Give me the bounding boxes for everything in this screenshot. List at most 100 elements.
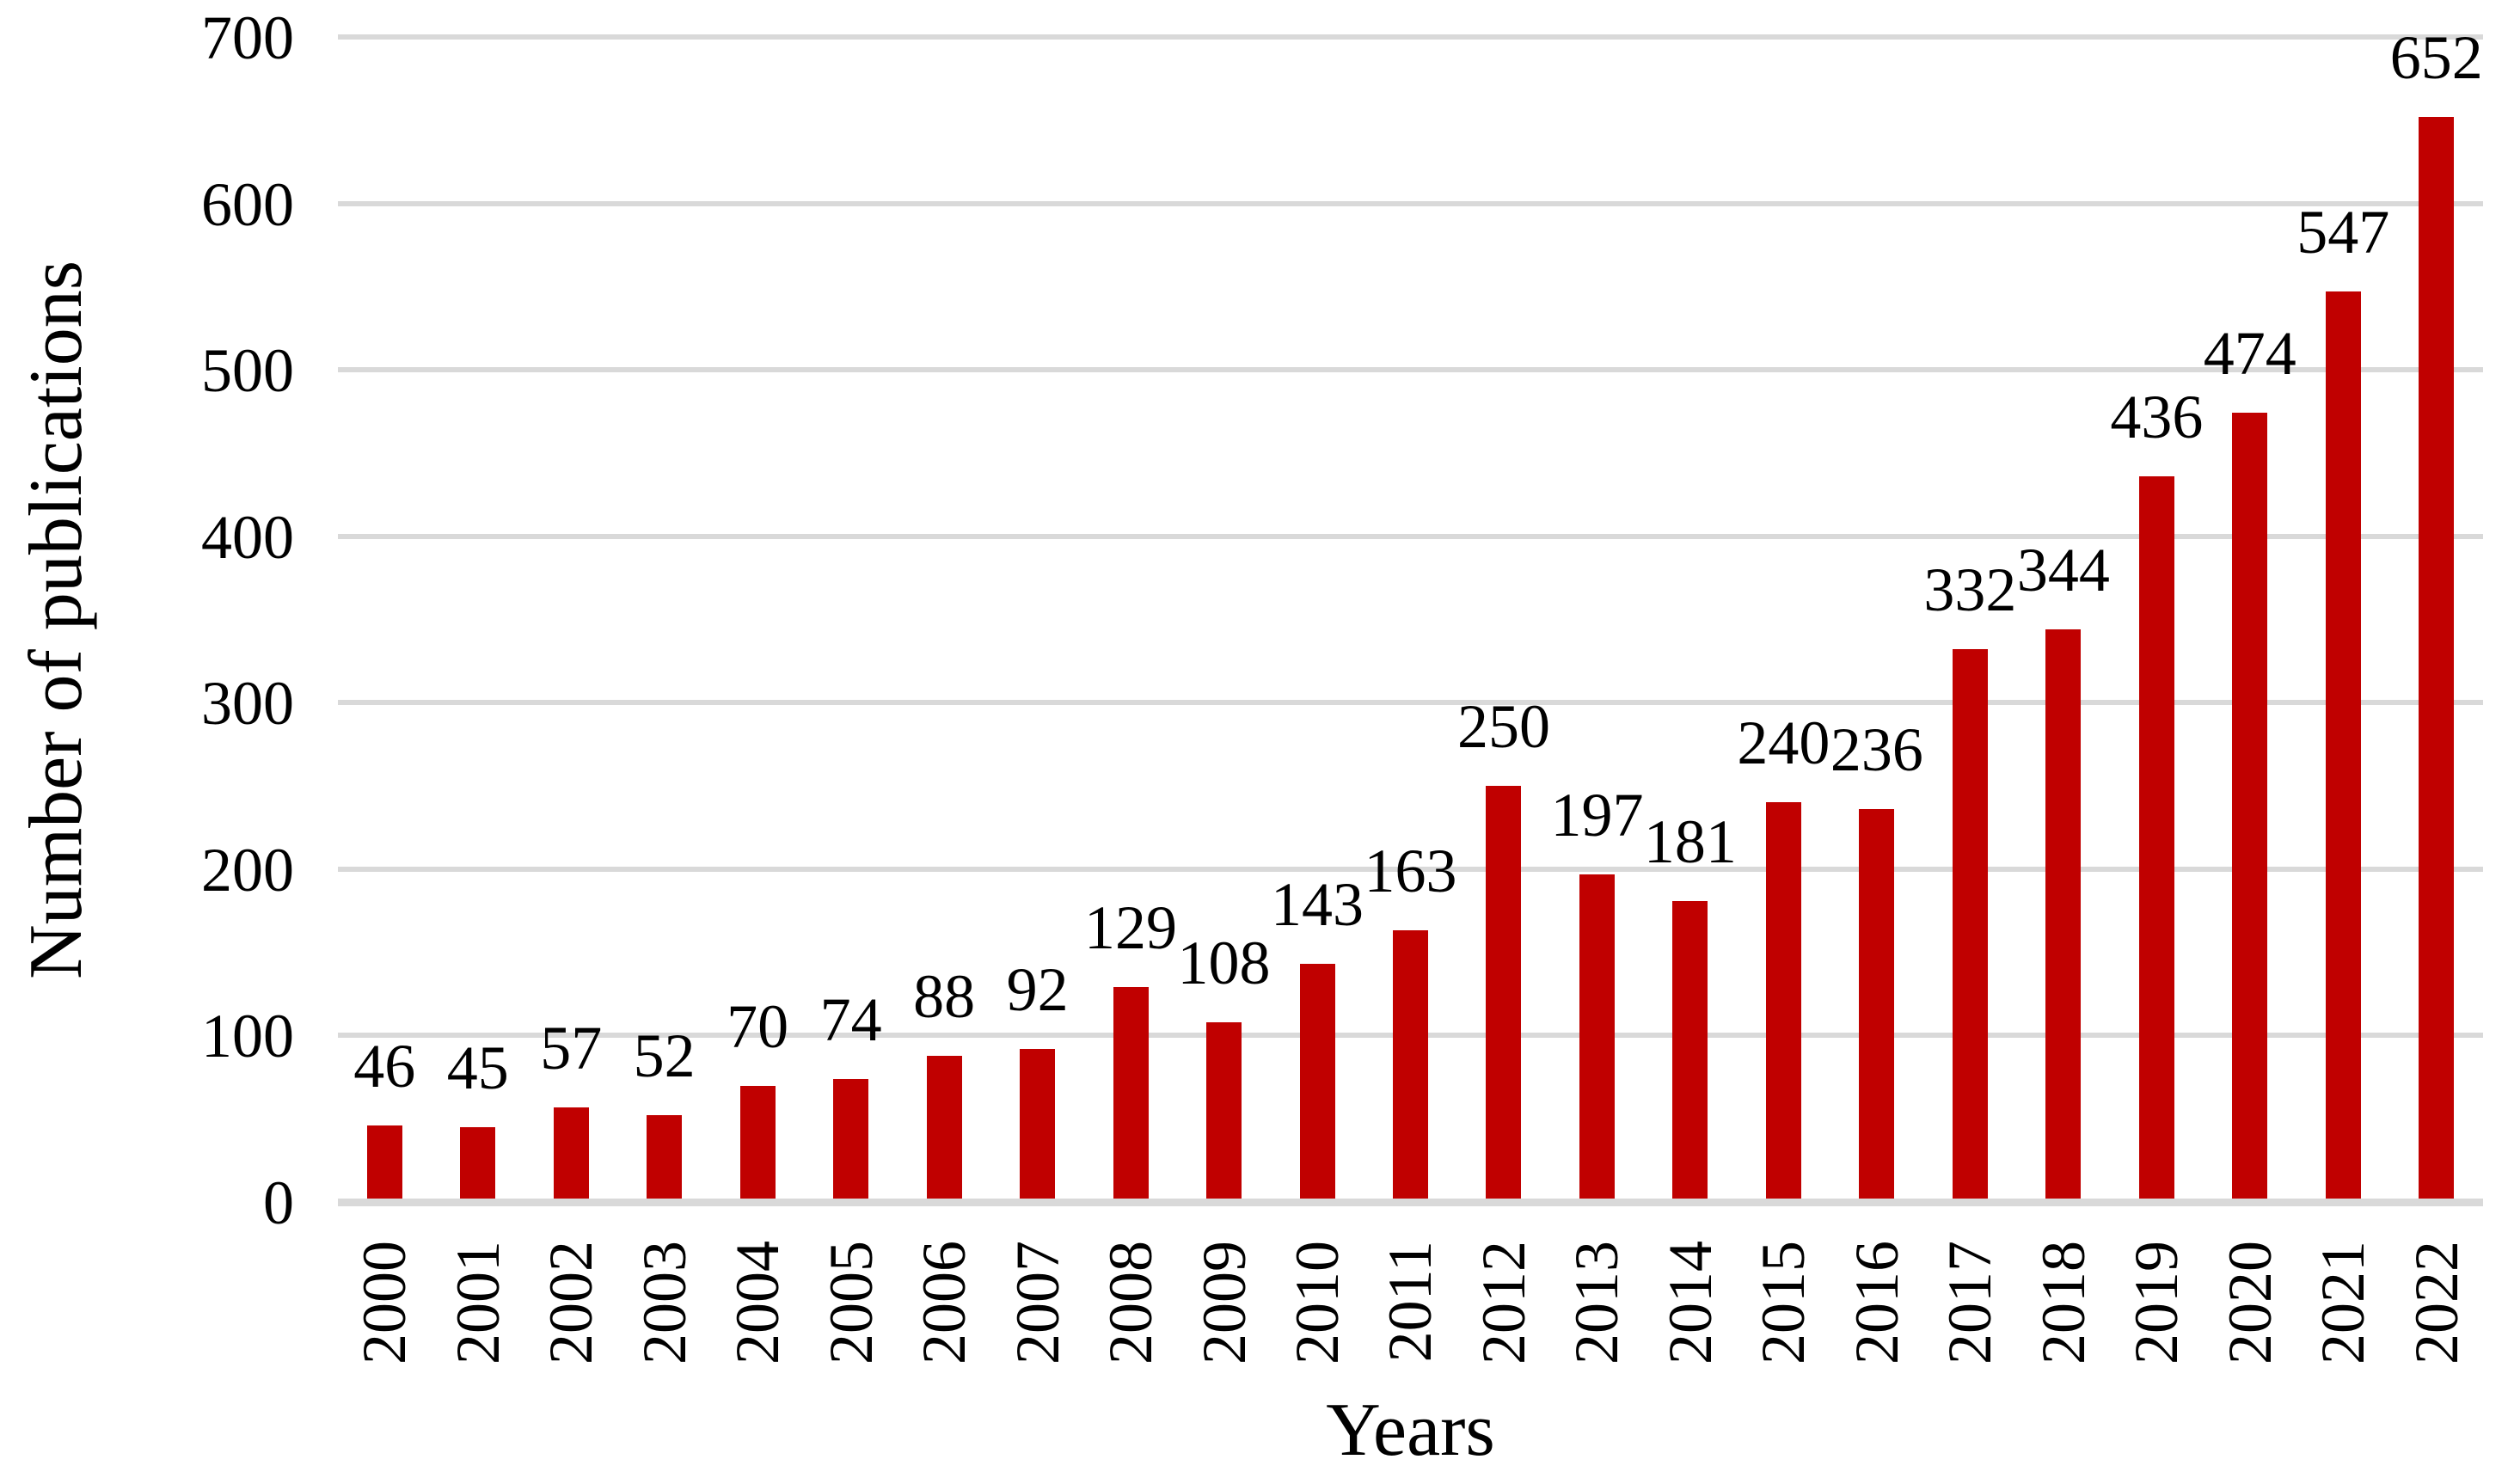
x-tick-label-text: 2009 — [1189, 1241, 1259, 1364]
bar-2000 — [366, 1125, 402, 1202]
x-tick-label-text: 2012 — [1469, 1241, 1538, 1364]
bar-value-label-2014: 181 — [1643, 806, 1737, 876]
x-tick-label-2001: 2001 — [431, 1241, 524, 1387]
x-tick-label-text: 2021 — [2309, 1241, 2378, 1364]
x-tick-label-text: 2022 — [2401, 1241, 2471, 1364]
x-tick-label-text: 2006 — [910, 1241, 979, 1364]
y-tick-label-0: 0 — [263, 1168, 294, 1237]
x-tick-label-2016: 2016 — [1830, 1241, 1923, 1387]
x-tick-label-2006: 2006 — [898, 1241, 990, 1387]
x-tick-label-text: 2017 — [1935, 1241, 2005, 1364]
x-tick-label-2022: 2022 — [2390, 1241, 2483, 1387]
bar-2022 — [2419, 116, 2455, 1202]
x-tick-label-2017: 2017 — [1923, 1241, 2016, 1387]
x-tick-label-2002: 2002 — [524, 1241, 617, 1387]
x-tick-label-text: 2001 — [443, 1241, 512, 1364]
x-tick-label-2008: 2008 — [1084, 1241, 1177, 1387]
bar-2020 — [2232, 413, 2268, 1202]
bar-value-label-2020: 474 — [2203, 319, 2296, 389]
x-tick-label-2014: 2014 — [1644, 1241, 1737, 1387]
bar-value-label-2015: 240 — [1737, 708, 1830, 778]
y-tick-label-500: 500 — [201, 336, 294, 406]
bar-value-label-2011: 163 — [1364, 837, 1457, 906]
bar-value-label-2018: 344 — [2016, 536, 2110, 605]
x-tick-label-2011: 2011 — [1364, 1241, 1456, 1387]
x-tick-label-text: 2008 — [1096, 1241, 1166, 1364]
x-tick-label-text: 2010 — [1283, 1241, 1352, 1364]
y-tick-label-700: 700 — [201, 3, 294, 72]
x-axis-line — [338, 1199, 2483, 1206]
x-tick-label-2010: 2010 — [1271, 1241, 1364, 1387]
gridline-700 — [338, 34, 2483, 40]
bar-value-label-2002: 57 — [540, 1013, 603, 1082]
x-tick-label-text: 2004 — [723, 1241, 793, 1364]
x-axis-title-text: Years — [1326, 1389, 1495, 1472]
bar-2014 — [1672, 900, 1708, 1202]
x-axis-title: Years — [338, 1393, 2483, 1469]
bar-value-label-2012: 250 — [1456, 692, 1550, 762]
bar-2002 — [553, 1107, 589, 1202]
bar-value-label-2003: 52 — [633, 1021, 696, 1091]
bar-value-label-2019: 436 — [2110, 383, 2204, 452]
x-tick-label-2004: 2004 — [711, 1241, 804, 1387]
x-tick-label-text: 2003 — [629, 1241, 699, 1364]
x-tick-label-text: 2007 — [1003, 1241, 1072, 1364]
bar-value-label-2007: 92 — [1006, 954, 1069, 1024]
x-tick-label-text: 2016 — [1842, 1241, 1911, 1364]
x-tick-label-2018: 2018 — [2017, 1241, 2110, 1387]
y-tick-label-300: 300 — [201, 669, 294, 739]
x-tick-label-text: 2015 — [1749, 1241, 1818, 1364]
x-tick-label-2020: 2020 — [2204, 1241, 2296, 1387]
bar-value-label-2013: 197 — [1550, 780, 1644, 849]
bar-value-label-2000: 46 — [353, 1031, 416, 1101]
gridline-300 — [338, 700, 2483, 706]
bar-2004 — [739, 1085, 776, 1202]
bar-2017 — [1952, 649, 1988, 1202]
bar-value-label-2010: 143 — [1271, 870, 1364, 940]
bar-2003 — [647, 1115, 683, 1202]
bar-value-label-2001: 45 — [446, 1033, 509, 1102]
bar-value-label-2005: 74 — [819, 984, 882, 1054]
y-tick-label-600: 600 — [201, 169, 294, 239]
x-tick-label-text: 2011 — [1376, 1241, 1445, 1363]
bar-value-label-2021: 547 — [2296, 198, 2390, 267]
bar-2015 — [1765, 802, 1801, 1202]
bar-value-label-2009: 108 — [1177, 928, 1271, 997]
gridline-400 — [338, 533, 2483, 539]
x-tick-label-2009: 2009 — [1177, 1241, 1270, 1387]
x-tick-label-2003: 2003 — [617, 1241, 710, 1387]
x-tick-label-text: 2000 — [350, 1241, 420, 1364]
x-tick-label-text: 2013 — [1562, 1241, 1632, 1364]
bar-2010 — [1299, 964, 1335, 1202]
x-tick-label-text: 2019 — [2122, 1241, 2192, 1364]
bar-2005 — [833, 1078, 869, 1202]
bar-2009 — [1206, 1021, 1242, 1202]
gridline-200 — [338, 866, 2483, 872]
x-tick-label-2012: 2012 — [1457, 1241, 1550, 1387]
x-tick-label-text: 2005 — [816, 1241, 886, 1364]
x-tick-label-2000: 2000 — [338, 1241, 431, 1387]
bar-2011 — [1393, 930, 1428, 1202]
gridline-500 — [338, 367, 2483, 373]
bar-2013 — [1579, 874, 1615, 1202]
y-tick-label-400: 400 — [201, 502, 294, 572]
bar-value-label-2017: 332 — [1923, 555, 2017, 625]
bar-2001 — [460, 1126, 496, 1202]
x-tick-label-text: 2002 — [537, 1241, 606, 1364]
bar-2012 — [1486, 786, 1522, 1202]
bar-value-label-2016: 236 — [1830, 715, 1923, 785]
bar-2021 — [2325, 291, 2361, 1202]
bar-value-label-2006: 88 — [913, 961, 976, 1031]
x-tick-label-2019: 2019 — [2110, 1241, 2203, 1387]
y-tick-label-200: 200 — [201, 835, 294, 905]
bar-2006 — [926, 1055, 962, 1202]
plot-area — [338, 34, 2483, 1202]
x-tick-label-text: 2018 — [2028, 1241, 2098, 1364]
bar-value-label-2022: 652 — [2389, 22, 2483, 92]
x-tick-label-2015: 2015 — [1737, 1241, 1830, 1387]
x-tick-label-2007: 2007 — [990, 1241, 1083, 1387]
x-tick-label-2013: 2013 — [1550, 1241, 1643, 1387]
x-tick-label-text: 2014 — [1655, 1241, 1725, 1364]
bar-2019 — [2138, 476, 2174, 1202]
